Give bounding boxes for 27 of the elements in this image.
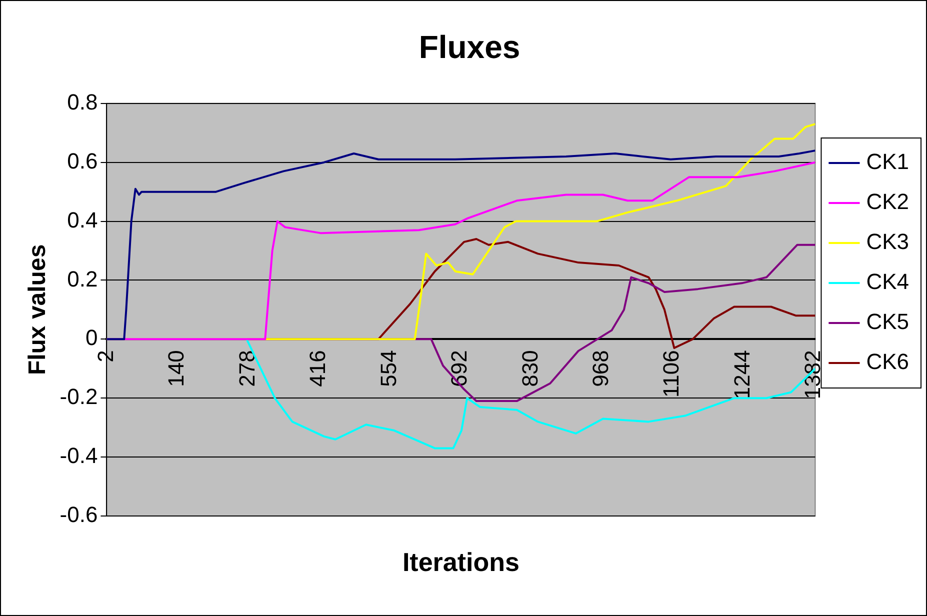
- y-axis-title: Flux values: [24, 244, 52, 376]
- y-tick-label: 0.8: [67, 89, 98, 114]
- y-tick-label: 0.2: [67, 266, 98, 292]
- legend-label: CK4: [866, 269, 909, 294]
- x-tick-label: 416: [305, 350, 330, 387]
- legend-label: CK3: [866, 229, 909, 254]
- x-tick-label: 554: [376, 350, 401, 387]
- y-tick-label: 0.6: [67, 148, 98, 174]
- y-tick-label: -0.4: [60, 443, 98, 468]
- x-tick-label: 278: [234, 350, 260, 387]
- x-axis-title: Iterations: [402, 547, 520, 578]
- x-tick-label: 1382: [800, 350, 826, 400]
- legend-label: CK6: [866, 349, 909, 374]
- x-tick-label: 2: [92, 350, 118, 362]
- y-tick-label: -0.2: [60, 384, 98, 410]
- legend-label: CK1: [866, 149, 909, 174]
- x-tick-label: 968: [588, 350, 613, 387]
- x-tick-label: 1244: [729, 350, 754, 400]
- y-tick-label: 0.4: [67, 207, 98, 232]
- legend-label: CK5: [866, 309, 909, 334]
- y-tick-label: -0.6: [60, 502, 98, 528]
- legend-label: CK2: [866, 189, 909, 214]
- chart-title: Fluxes: [418, 29, 520, 66]
- x-tick-label: 140: [164, 350, 189, 387]
- y-tick-label: 0: [85, 325, 98, 350]
- x-tick-label: 1106: [658, 350, 684, 398]
- x-tick-label: 830: [517, 350, 542, 387]
